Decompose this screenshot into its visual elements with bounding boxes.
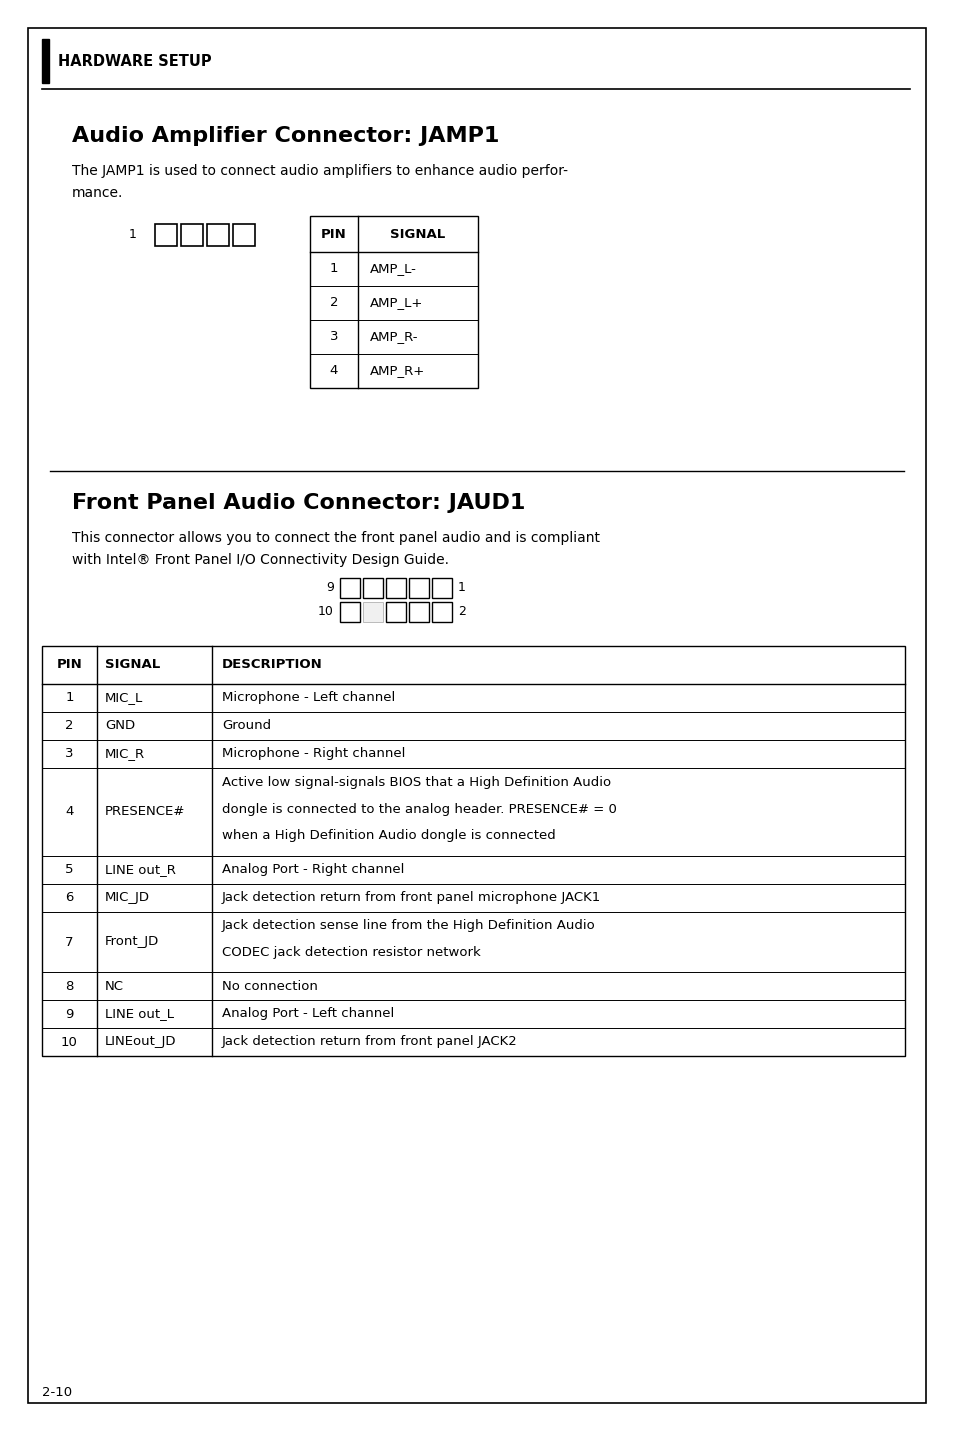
Text: 3: 3 xyxy=(330,331,338,343)
Text: Jack detection sense line from the High Definition Audio: Jack detection sense line from the High … xyxy=(222,919,595,933)
Text: 2: 2 xyxy=(457,605,465,618)
Text: LINEout_JD: LINEout_JD xyxy=(105,1036,176,1049)
Text: 10: 10 xyxy=(61,1036,78,1049)
Bar xyxy=(432,602,452,622)
Text: DESCRIPTION: DESCRIPTION xyxy=(222,658,322,671)
Text: GND: GND xyxy=(105,720,135,733)
Bar xyxy=(432,578,452,598)
Bar xyxy=(181,225,203,246)
Text: 1: 1 xyxy=(457,581,465,594)
Text: 4: 4 xyxy=(330,365,337,378)
Text: 1: 1 xyxy=(65,691,73,704)
Text: CODEC jack detection resistor network: CODEC jack detection resistor network xyxy=(222,946,480,959)
Text: SIGNAL: SIGNAL xyxy=(105,658,160,671)
Text: Jack detection return from front panel microphone JACK1: Jack detection return from front panel m… xyxy=(222,892,600,904)
Text: Analog Port - Right channel: Analog Port - Right channel xyxy=(222,863,404,877)
Bar xyxy=(409,602,429,622)
Text: AMP_L-: AMP_L- xyxy=(370,262,416,276)
Text: 4: 4 xyxy=(65,806,73,819)
Text: AMP_R-: AMP_R- xyxy=(370,331,418,343)
Text: Active low signal-signals BIOS that a High Definition Audio: Active low signal-signals BIOS that a Hi… xyxy=(222,776,611,788)
Text: 5: 5 xyxy=(65,863,73,877)
Text: Analog Port - Left channel: Analog Port - Left channel xyxy=(222,1007,394,1020)
Text: 6: 6 xyxy=(65,892,73,904)
Text: MIC_L: MIC_L xyxy=(105,691,143,704)
Text: MIC_JD: MIC_JD xyxy=(105,892,150,904)
Text: LINE out_L: LINE out_L xyxy=(105,1007,173,1020)
Bar xyxy=(386,602,406,622)
Text: This connector allows you to connect the front panel audio and is compliant: This connector allows you to connect the… xyxy=(71,531,599,545)
Text: 9: 9 xyxy=(65,1007,73,1020)
Text: The JAMP1 is used to connect audio amplifiers to enhance audio perfor-: The JAMP1 is used to connect audio ampli… xyxy=(71,165,567,177)
Text: with Intel® Front Panel I/O Connectivity Design Guide.: with Intel® Front Panel I/O Connectivity… xyxy=(71,552,449,567)
Text: AMP_L+: AMP_L+ xyxy=(370,296,423,309)
Bar xyxy=(154,225,177,246)
Bar xyxy=(363,578,382,598)
Text: 2-10: 2-10 xyxy=(42,1387,72,1400)
Text: MIC_R: MIC_R xyxy=(105,747,145,760)
Text: PIN: PIN xyxy=(56,658,82,671)
Text: HARDWARE SETUP: HARDWARE SETUP xyxy=(58,53,212,69)
Bar xyxy=(363,602,382,622)
Text: PIN: PIN xyxy=(321,228,347,240)
Bar xyxy=(386,578,406,598)
Bar xyxy=(42,39,49,83)
Text: 1: 1 xyxy=(129,229,137,242)
Text: LINE out_R: LINE out_R xyxy=(105,863,175,877)
Text: 1: 1 xyxy=(330,262,338,276)
Bar xyxy=(339,602,359,622)
Bar xyxy=(233,225,254,246)
Text: Ground: Ground xyxy=(222,720,271,733)
Text: Microphone - Right channel: Microphone - Right channel xyxy=(222,747,405,760)
Text: 8: 8 xyxy=(65,979,73,993)
Text: No connection: No connection xyxy=(222,979,317,993)
Text: 10: 10 xyxy=(317,605,334,618)
Bar xyxy=(409,578,429,598)
Bar xyxy=(310,216,477,388)
Text: Jack detection return from front panel JACK2: Jack detection return from front panel J… xyxy=(222,1036,517,1049)
Text: mance.: mance. xyxy=(71,186,123,200)
Text: Microphone - Left channel: Microphone - Left channel xyxy=(222,691,395,704)
Text: 7: 7 xyxy=(65,936,73,949)
Text: PRESENCE#: PRESENCE# xyxy=(105,806,185,819)
Text: AMP_R+: AMP_R+ xyxy=(370,365,425,378)
Text: Front_JD: Front_JD xyxy=(105,936,159,949)
Text: NC: NC xyxy=(105,979,124,993)
Text: 3: 3 xyxy=(65,747,73,760)
Bar xyxy=(207,225,229,246)
Text: when a High Definition Audio dongle is connected: when a High Definition Audio dongle is c… xyxy=(222,830,556,843)
Bar xyxy=(42,645,904,1056)
Text: 9: 9 xyxy=(326,581,334,594)
Bar xyxy=(339,578,359,598)
Text: 2: 2 xyxy=(330,296,338,309)
Text: 2: 2 xyxy=(65,720,73,733)
Text: SIGNAL: SIGNAL xyxy=(390,228,445,240)
Text: Audio Amplifier Connector: JAMP1: Audio Amplifier Connector: JAMP1 xyxy=(71,126,498,146)
Text: dongle is connected to the analog header. PRESENCE# = 0: dongle is connected to the analog header… xyxy=(222,803,617,816)
Text: Front Panel Audio Connector: JAUD1: Front Panel Audio Connector: JAUD1 xyxy=(71,494,525,512)
